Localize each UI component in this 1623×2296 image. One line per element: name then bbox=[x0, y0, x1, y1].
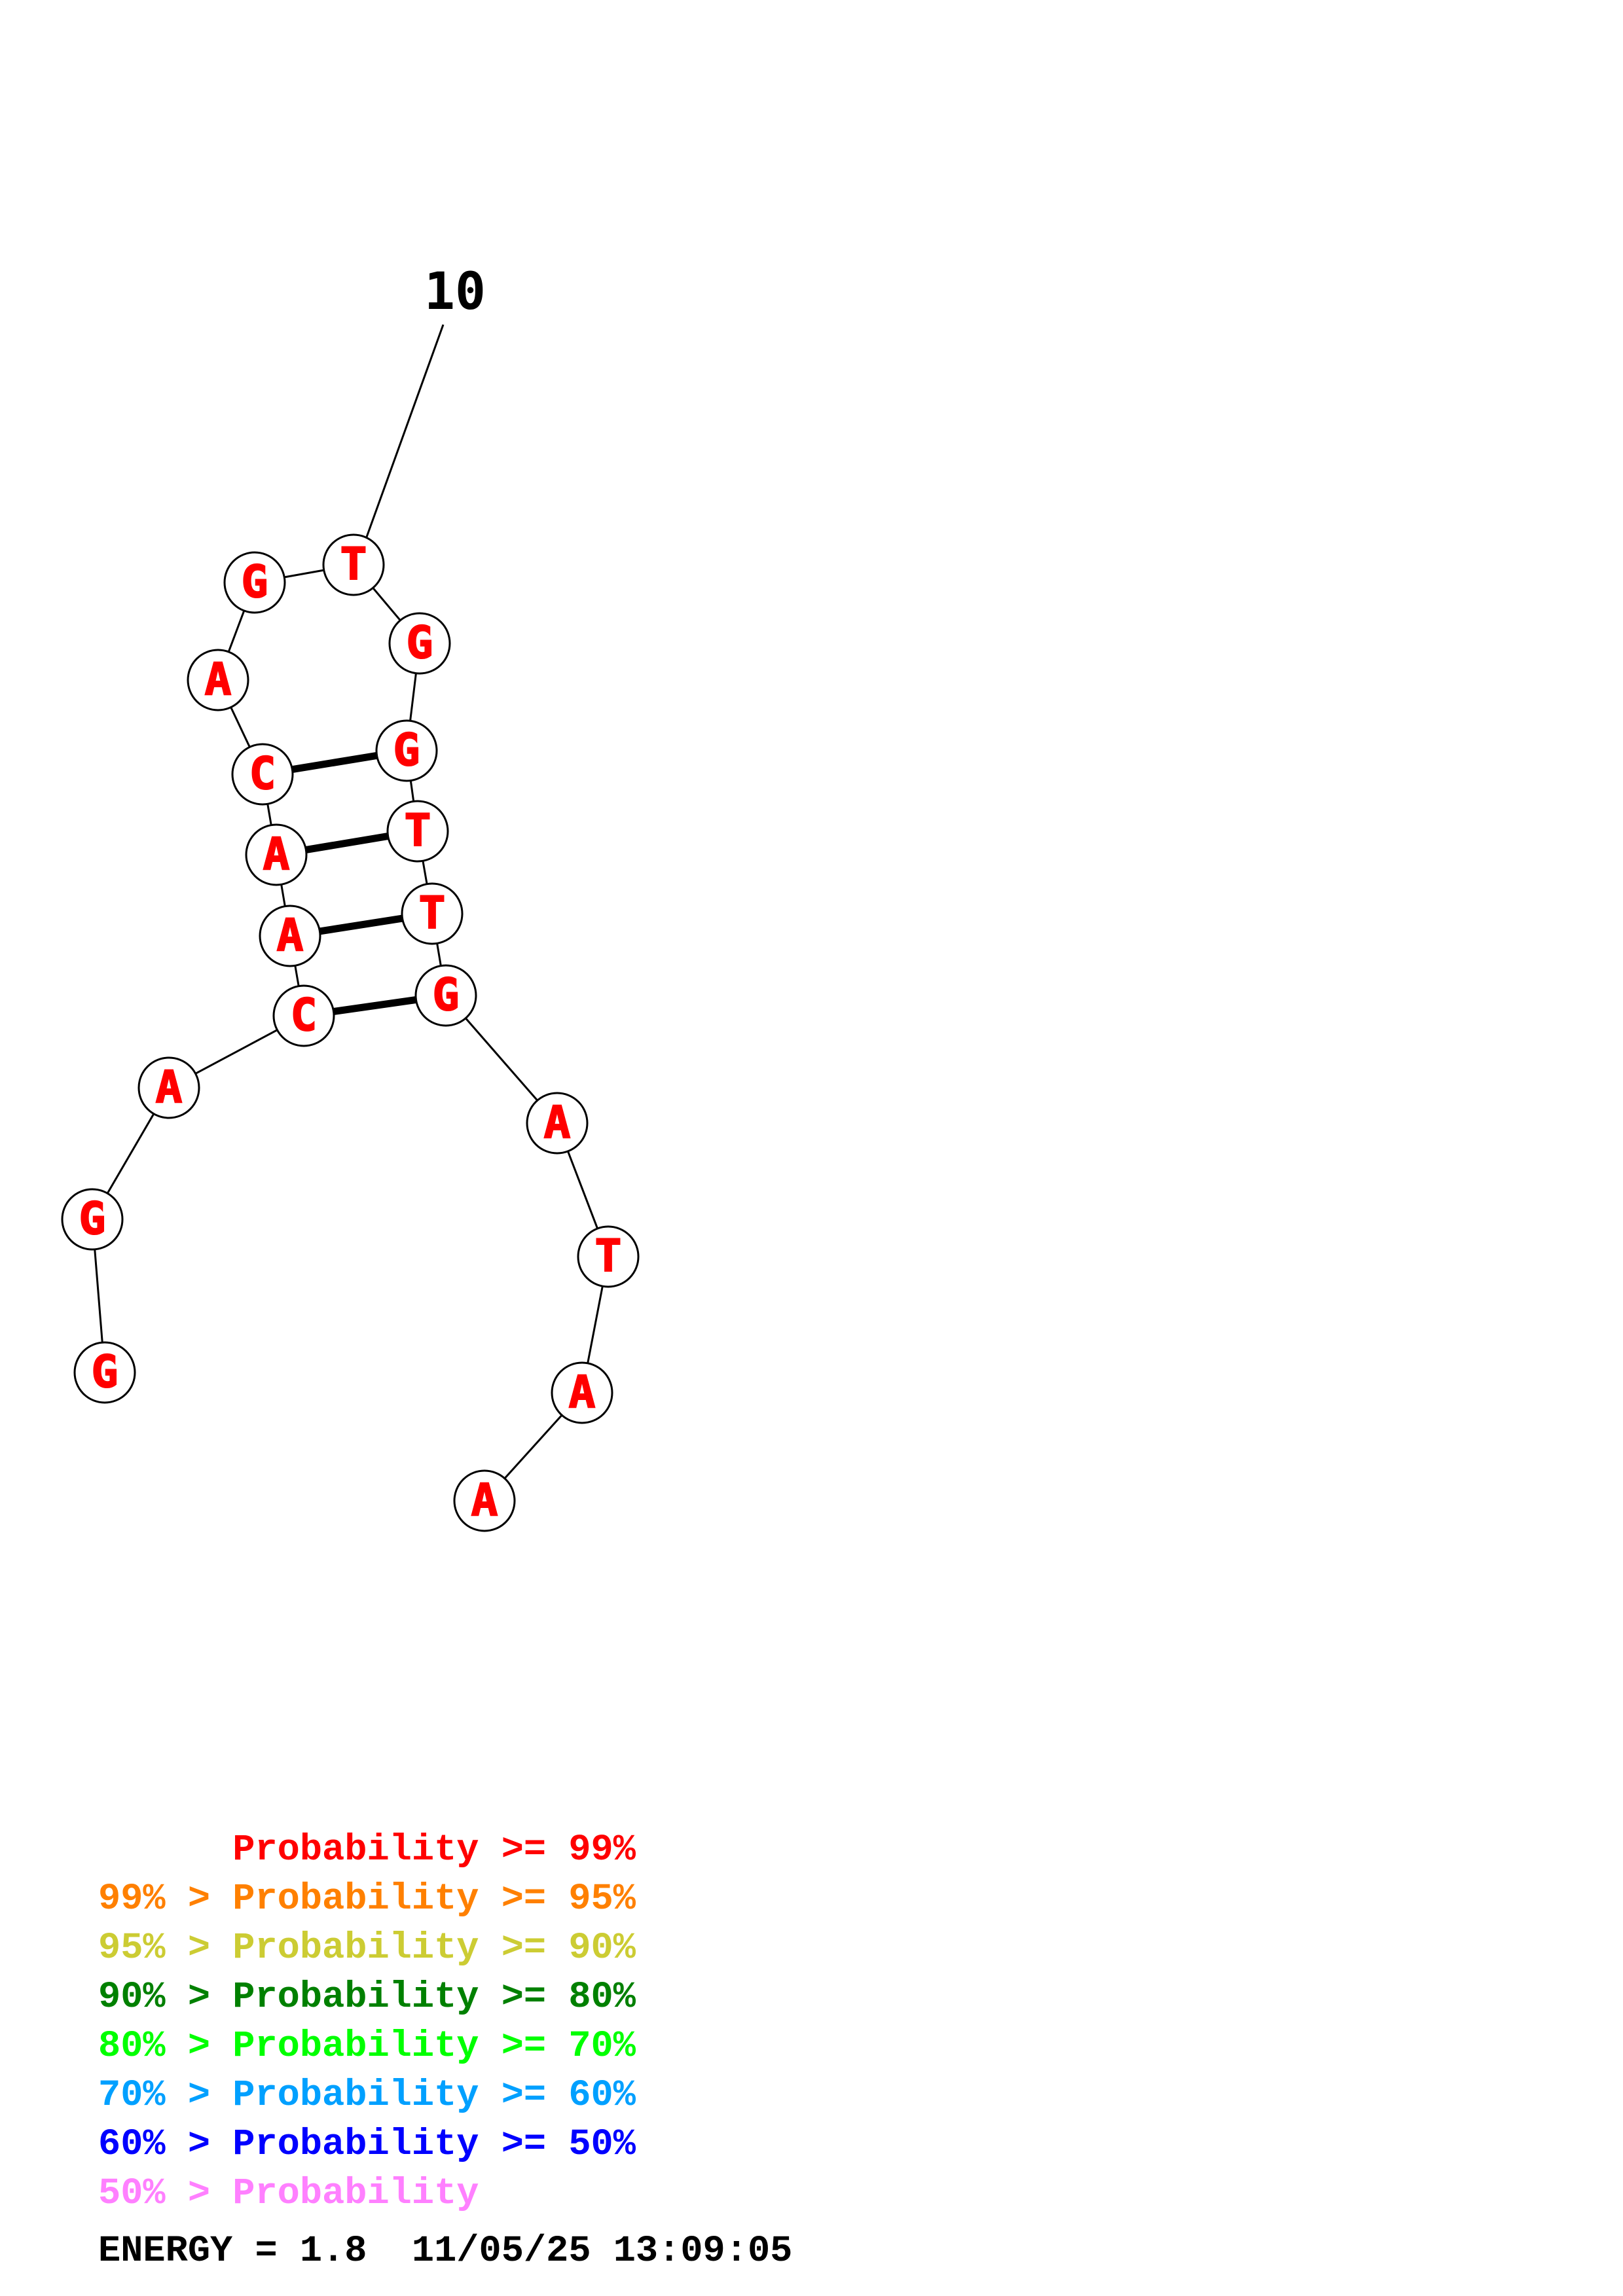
legend-row: 90% > Probability >= 80% bbox=[98, 1973, 636, 2022]
nucleotide-circle bbox=[187, 649, 249, 711]
legend-label: Probability bbox=[232, 2026, 479, 2068]
nucleotide-letter: G bbox=[393, 725, 420, 776]
energy-readout: ENERGY = 1.8 11/05/25 13:09:05 bbox=[98, 2231, 793, 2272]
nucleotide: G bbox=[61, 1188, 124, 1251]
nucleotide-letter: T bbox=[595, 1230, 622, 1282]
nucleotide: G bbox=[388, 612, 451, 675]
legend-threshold: >= 95% bbox=[479, 1878, 636, 1920]
nucleotide-circle bbox=[272, 984, 335, 1047]
legend-threshold: >= 50% bbox=[479, 2124, 636, 2166]
nucleotide-letter: A bbox=[277, 910, 304, 961]
legend-label: Probability bbox=[232, 2075, 479, 2117]
nucleotide-circle bbox=[375, 719, 438, 782]
legend-label: Probability bbox=[232, 1878, 479, 1920]
legend-prefix: 80% > bbox=[98, 2026, 233, 2068]
nucleotide: C bbox=[231, 743, 294, 806]
legend-label: Probability bbox=[232, 1928, 479, 1969]
nucleotide: A bbox=[187, 649, 249, 711]
probability-legend: Probability >= 99% 99% > Probability >= 9… bbox=[98, 1826, 636, 2219]
legend-row: Probability >= 99% bbox=[98, 1826, 636, 1875]
nucleotide-circle bbox=[223, 551, 286, 614]
nucleotide-circle bbox=[259, 905, 321, 967]
nucleotide-letter: T bbox=[419, 888, 446, 939]
nucleotide-circle bbox=[551, 1361, 613, 1424]
nucleotide: G bbox=[73, 1341, 136, 1404]
nucleotide: T bbox=[577, 1225, 640, 1288]
nucleotide: A bbox=[259, 905, 321, 967]
legend-row: 60% > Probability >= 50% bbox=[98, 2121, 636, 2170]
nucleotide-letter: G bbox=[242, 556, 268, 608]
nucleotide-circle bbox=[414, 964, 477, 1027]
legend-row: 70% > Probability >= 60% bbox=[98, 2072, 636, 2121]
nucleotide-letter: A bbox=[544, 1097, 571, 1149]
legend-threshold: >= 60% bbox=[479, 2075, 636, 2117]
nucleotide-circle bbox=[231, 743, 294, 806]
nucleotide: T bbox=[322, 533, 385, 596]
nucleotide-circle bbox=[401, 882, 464, 945]
nucleotide: A bbox=[245, 823, 308, 886]
backbone-lines bbox=[91, 564, 610, 1502]
nucleotide: A bbox=[551, 1361, 613, 1424]
nucleotide: A bbox=[137, 1056, 200, 1119]
nucleotide-circle bbox=[73, 1341, 136, 1404]
nucleotide-circle bbox=[386, 800, 449, 863]
position-label: 10 bbox=[424, 262, 486, 321]
legend-row: 99% > Probability >= 95% bbox=[98, 1875, 636, 1924]
nucleotide: G bbox=[414, 964, 477, 1027]
nucleotide-letter: C bbox=[291, 990, 318, 1041]
legend-label: Probability bbox=[232, 1977, 479, 2018]
nucleotide-letter: T bbox=[340, 539, 367, 590]
legend-prefix: 70% > bbox=[98, 2075, 233, 2117]
nucleotide-letter: G bbox=[407, 617, 433, 669]
base-pair-lines bbox=[262, 747, 447, 1020]
legend-prefix bbox=[98, 1829, 232, 1871]
nucleotide-letter: A bbox=[205, 654, 232, 706]
legend-label: Probability bbox=[232, 1829, 479, 1871]
nucleotide-letter: A bbox=[471, 1475, 498, 1526]
legend-prefix: 50% > bbox=[98, 2173, 233, 2215]
nucleotide-circle bbox=[453, 1469, 516, 1532]
nucleotide: G bbox=[375, 719, 438, 782]
nucleotide-letter: A bbox=[569, 1367, 596, 1418]
nucleotide-circle bbox=[137, 1056, 200, 1119]
nucleotide-letter: C bbox=[249, 748, 276, 800]
legend-row: 50% > Probability bbox=[98, 2170, 636, 2219]
nucleotide-circle bbox=[245, 823, 308, 886]
legend-threshold: >= 99% bbox=[479, 1829, 636, 1871]
legend-label: Probability bbox=[232, 2124, 479, 2166]
nucleotide: A bbox=[453, 1469, 516, 1532]
legend-threshold: >= 90% bbox=[479, 1928, 636, 1969]
nucleotide-circle bbox=[526, 1092, 589, 1155]
legend-prefix: 90% > bbox=[98, 1977, 233, 2018]
legend-label: Probability bbox=[232, 2173, 479, 2215]
nucleotide: A bbox=[526, 1092, 589, 1155]
nucleotide-letter: T bbox=[405, 805, 431, 857]
nucleotide: G bbox=[223, 551, 286, 614]
legend-prefix: 95% > bbox=[98, 1928, 233, 1969]
legend-threshold: >= 80% bbox=[479, 1977, 636, 2018]
legend-prefix: 60% > bbox=[98, 2124, 233, 2166]
nucleotide-circle bbox=[577, 1225, 640, 1288]
nucleotide-letter: G bbox=[433, 969, 460, 1021]
nucleotide-letter: A bbox=[156, 1062, 183, 1113]
nucleotide: C bbox=[272, 984, 335, 1047]
legend-row: 80% > Probability >= 70% bbox=[98, 2022, 636, 2072]
position-label-tick bbox=[364, 324, 445, 541]
nucleotide: T bbox=[386, 800, 449, 863]
nucleotide-circle bbox=[388, 612, 451, 675]
nucleotide: T bbox=[401, 882, 464, 945]
legend-prefix: 99% > bbox=[98, 1878, 233, 1920]
nucleotide-circle bbox=[61, 1188, 124, 1251]
nucleotide-letter: G bbox=[79, 1193, 106, 1245]
nucleotide-circle bbox=[322, 533, 385, 596]
legend-row: 95% > Probability >= 90% bbox=[98, 1924, 636, 1973]
nucleotide-letter: G bbox=[92, 1346, 119, 1398]
legend-threshold: >= 70% bbox=[479, 2026, 636, 2068]
nucleotide-letter: A bbox=[263, 829, 290, 880]
